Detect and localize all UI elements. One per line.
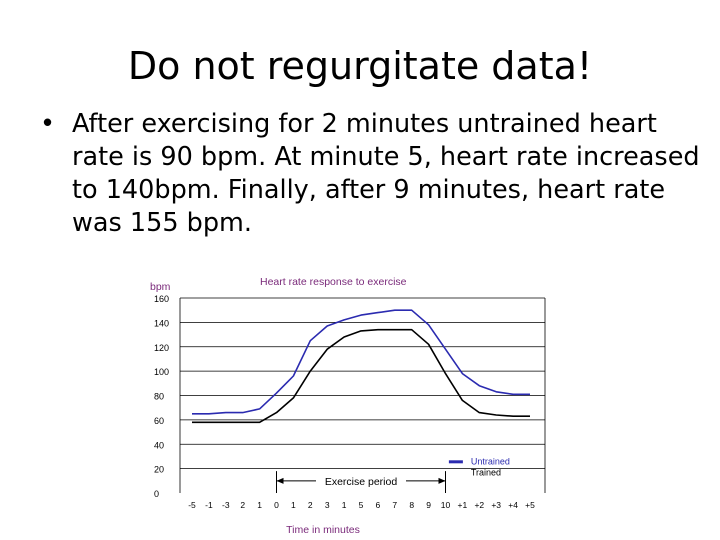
exercise-period-annotation: Exercise period bbox=[276, 471, 446, 493]
x-tick-9: 1 bbox=[342, 500, 347, 510]
x-tick-15: 10 bbox=[441, 500, 451, 510]
x-tick-13: 8 bbox=[409, 500, 414, 510]
chart-legend: Untrained Trained bbox=[448, 456, 510, 477]
slide-title: Do not regurgitate data! bbox=[127, 44, 593, 88]
x-tick-0: -5 bbox=[188, 500, 196, 510]
arrowhead-right bbox=[438, 477, 446, 484]
x-tick-labels: -5 -1 -3 2 1 0 1 2 3 1 5 6 7 8 9 10 +1 +2 +3 +4 +5 bbox=[188, 500, 535, 510]
y-tick-140: 140 bbox=[154, 318, 169, 328]
y-tick-40: 40 bbox=[154, 440, 164, 450]
bullet-dot: • bbox=[40, 109, 56, 139]
x-tick-14: 9 bbox=[426, 500, 431, 510]
legend-label-trained: Trained bbox=[471, 467, 501, 477]
x-tick-12: 7 bbox=[392, 500, 397, 510]
series-line-untrained bbox=[192, 309, 530, 415]
x-tick-7: 2 bbox=[308, 500, 313, 510]
series-line-trained bbox=[192, 328, 530, 424]
y-tick-20: 20 bbox=[154, 465, 164, 475]
arrowhead-left bbox=[276, 477, 284, 484]
chart-title: Heart rate response to exercise bbox=[260, 276, 407, 288]
x-tick-2: -3 bbox=[222, 500, 230, 510]
x-tick-3: 2 bbox=[240, 500, 245, 510]
grid-lines bbox=[179, 297, 546, 493]
x-tick-8: 3 bbox=[325, 500, 330, 510]
x-tick-19: +4 bbox=[508, 500, 518, 510]
x-tick-10: 5 bbox=[359, 500, 364, 510]
y-tick-80: 80 bbox=[154, 392, 164, 402]
x-tick-5: 0 bbox=[274, 500, 279, 510]
x-axis-label: Time in minutes bbox=[286, 524, 360, 536]
x-tick-6: 1 bbox=[291, 500, 296, 510]
y-tick-100: 100 bbox=[154, 367, 169, 377]
bullet-text: After exercising for 2 minutes untrained… bbox=[72, 109, 700, 238]
y-tick-120: 120 bbox=[154, 343, 169, 353]
series-lines bbox=[192, 309, 530, 424]
exercise-period-label: Exercise period bbox=[325, 476, 398, 488]
y-tick-0: 0 bbox=[154, 489, 159, 499]
y-tick-60: 60 bbox=[154, 416, 164, 426]
annotation-background bbox=[316, 473, 406, 487]
x-tick-4: 1 bbox=[257, 500, 262, 510]
y-tick-labels: 0 20 40 60 80 100 120 140 160 bbox=[154, 294, 169, 499]
x-tick-18: +3 bbox=[491, 500, 501, 510]
x-tick-17: +2 bbox=[474, 500, 484, 510]
x-tick-1: -1 bbox=[205, 500, 213, 510]
bullet-item: • After exercising for 2 minutes untrain… bbox=[40, 108, 700, 240]
legend-swatch-untrained bbox=[448, 460, 463, 464]
x-tick-16: +1 bbox=[458, 500, 468, 510]
y-tick-160: 160 bbox=[154, 294, 169, 304]
x-tick-11: 6 bbox=[376, 500, 381, 510]
heart-rate-chart: bpm Heart rate response to exercise 0204… bbox=[150, 276, 546, 536]
y-axis-label: bpm bbox=[150, 281, 171, 293]
legend-label-untrained: Untrained bbox=[471, 456, 510, 466]
x-tick-20: +5 bbox=[525, 500, 535, 510]
